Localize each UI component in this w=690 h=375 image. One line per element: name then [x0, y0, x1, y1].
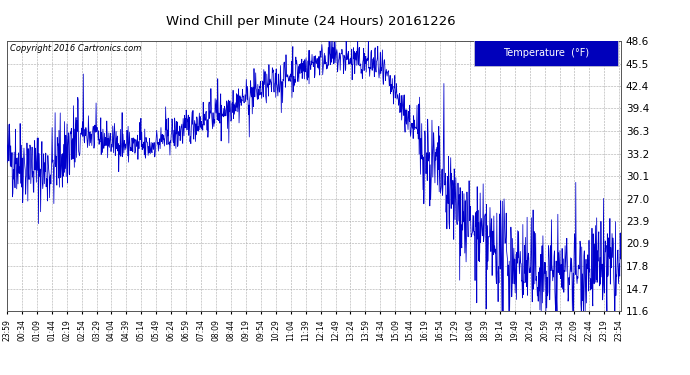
FancyBboxPatch shape	[473, 40, 618, 66]
Text: Temperature  (°F): Temperature (°F)	[503, 48, 589, 58]
Text: Wind Chill per Minute (24 Hours) 20161226: Wind Chill per Minute (24 Hours) 2016122…	[166, 15, 455, 28]
Text: Copyright 2016 Cartronics.com: Copyright 2016 Cartronics.com	[10, 44, 141, 53]
